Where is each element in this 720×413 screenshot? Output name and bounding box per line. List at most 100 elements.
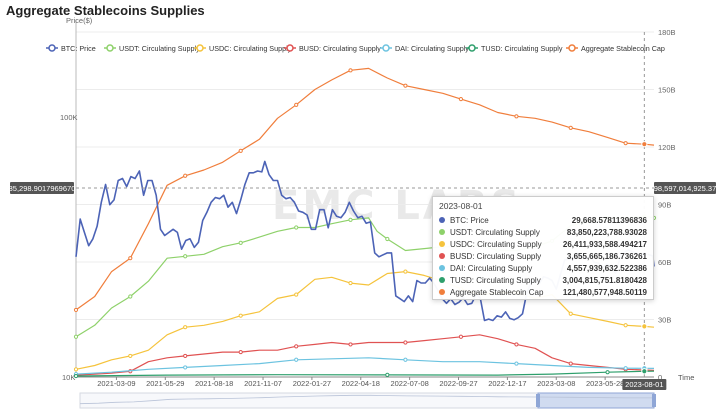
data-point — [238, 313, 243, 318]
series-line-usdc — [75, 271, 655, 370]
legend-label: BUSD: Circulating Supply — [299, 44, 381, 53]
zoom-window[interactable] — [537, 392, 655, 409]
x-tick-label: 2022-01-27 — [293, 379, 331, 388]
legend-marker — [196, 44, 204, 52]
series-line-tusd — [75, 370, 655, 377]
data-point — [238, 148, 243, 153]
page-title: Aggregate Stablecoins Supplies — [6, 3, 205, 18]
legend-item-btc[interactable]: BTC: Price — [46, 44, 96, 53]
tooltip-row: BTC: Price 29,668.57811396836 — [439, 214, 647, 226]
data-point — [294, 357, 299, 362]
crosshair-y-left-label: 35,298.9017969670 — [9, 184, 76, 193]
legend-label: Aggregate Stablecoin Cap — [581, 44, 665, 53]
tooltip-row: USDC: Circulating Supply 26,411,933,588.4… — [439, 238, 647, 250]
legend-label: DAI: Circulating Supply — [395, 44, 469, 53]
x-tick-label: 2022-07-08 — [390, 379, 428, 388]
data-point — [514, 114, 519, 119]
legend-item-tusd[interactable]: TUSD: Circulating Supply — [466, 44, 563, 53]
data-point — [514, 361, 519, 366]
y-left-title: Price($) — [66, 16, 93, 25]
data-point — [294, 102, 299, 107]
series-line-dai — [75, 357, 655, 375]
data-point — [238, 349, 243, 355]
data-point — [183, 173, 188, 178]
data-point — [73, 367, 79, 372]
legend-label: USDT: Circulating Supply — [119, 44, 200, 53]
legend: BTC: Price USDT: Circulating Supply USDC: … — [46, 44, 665, 53]
x-tick-label: 2021-11-07 — [244, 379, 282, 388]
data-point — [348, 68, 353, 73]
legend-item-busd[interactable]: BUSD: Circulating Supply — [284, 44, 381, 53]
x-tick-label: 2022-09-27 — [439, 379, 477, 388]
crosshair-x-box — [622, 379, 667, 390]
tooltip-dot-icon — [439, 253, 445, 259]
data-point — [294, 225, 299, 230]
data-point — [623, 141, 628, 146]
crosshair-point-tusd — [641, 368, 648, 375]
legend-marker — [106, 44, 114, 52]
y-left-tick-label: 100K — [60, 113, 78, 122]
x-tick-label: 2021-05-29 — [146, 379, 184, 388]
data-point — [568, 361, 573, 366]
zoom-slider — [79, 392, 656, 409]
series-line-busd — [75, 334, 655, 376]
legend-marker — [468, 44, 476, 52]
legend-marker — [382, 44, 390, 52]
tooltip-dot-icon — [439, 217, 445, 223]
zoom-handle-left[interactable] — [536, 394, 540, 407]
zoom-handle-right[interactable] — [652, 394, 656, 407]
data-point — [294, 344, 299, 349]
data-point — [403, 269, 408, 274]
tooltip-value: 3,655,665,186.736261 — [566, 251, 647, 261]
zoom-preview-line — [79, 394, 654, 405]
crosshair-point-agg — [641, 141, 648, 148]
data-point — [385, 236, 390, 242]
crosshair-y-right-label: 98,597,014,925.37 — [654, 184, 717, 193]
tooltip-row: USDT: Circulating Supply 83,850,223,788.9… — [439, 226, 647, 238]
data-point — [348, 217, 353, 222]
legend-item-agg[interactable]: Aggregate Stablecoin Cap — [566, 44, 665, 53]
data-point — [128, 256, 133, 261]
x-tick-label: 2023-03-08 — [537, 379, 575, 388]
tooltip-date: 2023-08-01 — [439, 201, 483, 211]
data-point — [458, 334, 464, 339]
legend-marker — [568, 44, 576, 52]
crosshair-x-label: 2023-08-01 — [625, 380, 663, 389]
crosshair-y-right-box — [654, 182, 716, 194]
x-tick-label: 2022-04-18 — [342, 379, 380, 388]
series-group — [73, 67, 657, 379]
data-point — [385, 372, 390, 377]
x-tick-label: 2023-05-28 — [586, 379, 624, 388]
tooltip-value: 121,480,577,948.50119 — [562, 287, 647, 297]
tooltip-row: DAI: Circulating Supply 4,557,939,632.522… — [439, 262, 647, 274]
y-right-tick-label: 90B — [658, 201, 671, 210]
data-point — [128, 294, 133, 299]
data-point — [568, 125, 573, 130]
legend-label: USDC: Circulating Supply — [209, 44, 292, 53]
tooltip-label: USDT: Circulating Supply — [450, 227, 540, 237]
data-point — [238, 240, 243, 245]
data-point — [73, 373, 79, 379]
tooltip-value: 26,411,933,588.494217 — [562, 239, 647, 249]
tooltip-dot-icon — [439, 265, 445, 271]
x-tick-label: 2021-03-09 — [97, 379, 135, 388]
data-point — [458, 96, 464, 102]
data-point — [403, 83, 408, 88]
y-right-tick-label: 150B — [658, 86, 676, 95]
data-point — [183, 365, 188, 370]
data-point — [73, 334, 79, 339]
crosshair: 35,298.9017969670 98,597,014,925.37 2023-0… — [9, 32, 717, 390]
tooltip-label: USDC: Circulating Supply — [450, 239, 542, 249]
y-left-tick-label: 10K — [62, 373, 75, 382]
tooltip-value: 3,004,815,751.8180428 — [562, 275, 647, 285]
legend-item-usdt[interactable]: USDT: Circulating Supply — [104, 44, 200, 53]
x-tick-label: 2021-08-18 — [195, 379, 233, 388]
y-right-tick-label: 0 — [658, 373, 662, 382]
legend-item-dai[interactable]: DAI: Circulating Supply — [380, 44, 469, 53]
tooltip-label: Aggregate Stablecoin Cap — [450, 287, 544, 297]
tooltip-row: TUSD: Circulating Supply 3,004,815,751.81… — [439, 274, 647, 286]
legend-item-usdc[interactable]: USDC: Circulating Supply — [194, 44, 292, 53]
tooltip-row: BUSD: Circulating Supply 3,655,665,186.73… — [439, 250, 647, 262]
tooltip-row: Aggregate Stablecoin Cap 121,480,577,948.… — [439, 286, 647, 298]
